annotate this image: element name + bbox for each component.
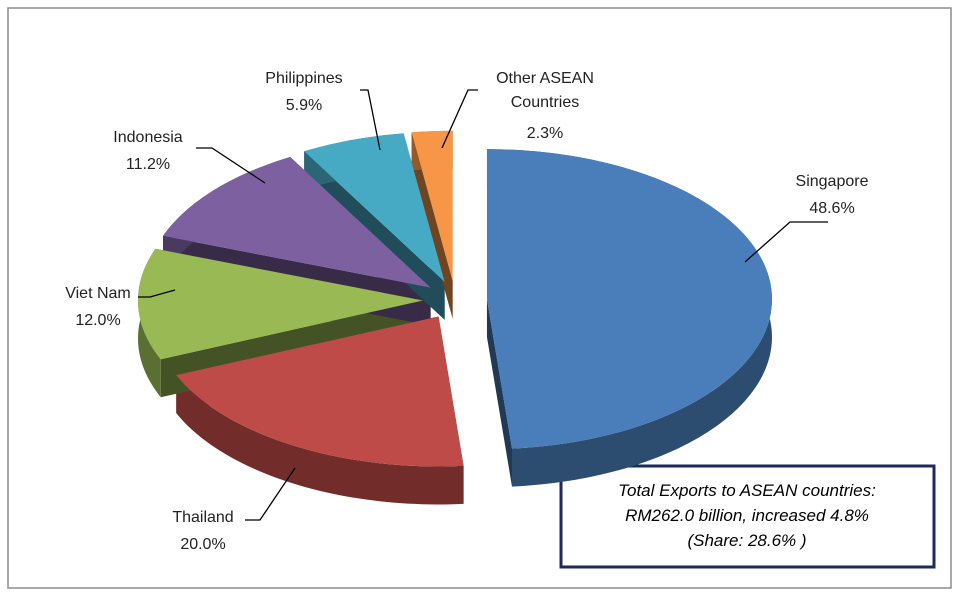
slice-label: Viet Nam: [65, 285, 131, 302]
slice-side: [176, 375, 464, 505]
slice-value-label: 20.0%: [180, 536, 225, 553]
leader-line: [360, 89, 381, 151]
leader-line: [245, 467, 296, 521]
slice-wall: [486, 299, 513, 487]
leader-line: [441, 89, 478, 149]
slice-label: Other ASEAN Countries: [496, 70, 594, 111]
slice-value-label: 2.3%: [527, 125, 563, 142]
slice: [163, 157, 431, 288]
slice-label: Indonesia: [113, 129, 182, 146]
slice-value-label: 48.6%: [809, 200, 854, 217]
slice: [486, 149, 772, 449]
slice: [411, 130, 453, 281]
annotation-box: [559, 464, 936, 569]
slice-label: Thailand: [172, 509, 233, 526]
slice-value-label: 11.2%: [126, 156, 170, 173]
slice-label: Philippines: [265, 70, 342, 87]
slice-label: Singapore: [796, 173, 869, 190]
slice-label-line: Other ASEAN: [496, 70, 594, 87]
annotation-line: Total Exports to ASEAN countries:: [618, 481, 876, 500]
slice-tops: [138, 130, 772, 467]
leader-line: [138, 289, 176, 298]
slice: [138, 248, 424, 360]
annotation-line: RM262.0 billion, increased 4.8%: [625, 506, 869, 525]
slice-value-label: 12.0%: [75, 312, 120, 329]
slice: [176, 316, 464, 467]
slice-wall: [411, 132, 453, 319]
leader-line: [196, 147, 266, 184]
slice-label-line: Countries: [511, 94, 579, 111]
slice-value-label: 5.9%: [286, 97, 322, 114]
leader-line: [744, 221, 828, 263]
annotation-line: (Share: 28.6% ): [687, 531, 806, 550]
slice: [304, 133, 445, 282]
